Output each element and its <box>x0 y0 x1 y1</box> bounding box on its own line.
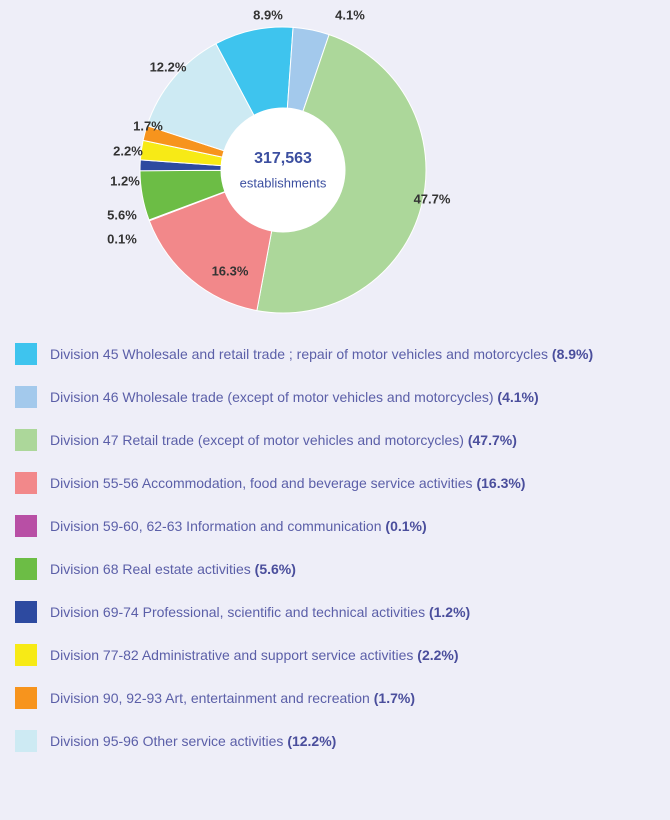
legend-value: (5.6%) <box>254 561 296 577</box>
legend-item: Division 68 Real estate activities (5.6%… <box>15 558 595 581</box>
legend-value: (47.7%) <box>467 432 517 448</box>
legend-value: (0.1%) <box>385 518 427 534</box>
slice-label: 16.3% <box>212 263 249 278</box>
legend-label: Division 77-82 Administrative and suppor… <box>50 647 414 663</box>
legend-text: Division 55-56 Accommodation, food and b… <box>50 472 595 495</box>
slice-label: 2.2% <box>113 143 143 158</box>
legend-item: Division 95-96 Other service activities … <box>15 730 595 753</box>
slice-label: 0.1% <box>107 231 137 246</box>
legend-item: Division 59-60, 62-63 Information and co… <box>15 515 595 538</box>
legend-swatch <box>15 386 37 408</box>
legend-label: Division 47 Retail trade (except of moto… <box>50 432 464 448</box>
legend: Division 45 Wholesale and retail trade ;… <box>15 343 595 753</box>
legend-label: Division 69-74 Professional, scientific … <box>50 604 426 620</box>
legend-item: Division 46 Wholesale trade (except of m… <box>15 386 595 409</box>
center-label: establishments <box>240 175 327 190</box>
donut-hole <box>221 108 345 232</box>
legend-label: Division 95-96 Other service activities <box>50 733 284 749</box>
legend-label: Division 59-60, 62-63 Information and co… <box>50 518 382 534</box>
legend-swatch <box>15 644 37 666</box>
slice-label: 47.7% <box>414 191 451 206</box>
legend-value: (12.2%) <box>287 733 337 749</box>
legend-swatch <box>15 472 37 494</box>
legend-text: Division 90, 92-93 Art, entertainment an… <box>50 687 595 710</box>
legend-item: Division 45 Wholesale and retail trade ;… <box>15 343 595 366</box>
legend-swatch <box>15 343 37 365</box>
chart: 317,563 establishments 8.9% 4.1% 47.7% 16.3… <box>107 7 451 314</box>
legend-swatch <box>15 515 37 537</box>
slice-label: 8.9% <box>253 7 283 22</box>
legend-swatch <box>15 558 37 580</box>
legend-item: Division 55-56 Accommodation, food and b… <box>15 472 595 495</box>
legend-label: Division 46 Wholesale trade (except of m… <box>50 389 494 405</box>
legend-text: Division 68 Real estate activities (5.6%… <box>50 558 595 581</box>
legend-item: Division 77-82 Administrative and suppor… <box>15 644 595 667</box>
legend-value: (16.3%) <box>476 475 526 491</box>
legend-value: (8.9%) <box>551 346 594 362</box>
legend-item: Division 90, 92-93 Art, entertainment an… <box>15 687 595 710</box>
legend-item: Division 69-74 Professional, scientific … <box>15 601 595 624</box>
legend-label: Division 90, 92-93 Art, entertainment an… <box>50 690 370 706</box>
legend-text: Division 77-82 Administrative and suppor… <box>50 644 595 667</box>
legend-label: Division 45 Wholesale and retail trade ;… <box>50 346 549 362</box>
slice-label: 1.2% <box>110 173 140 188</box>
legend-value: (1.7%) <box>373 690 415 706</box>
legend-value: (4.1%) <box>497 389 539 405</box>
legend-swatch <box>15 730 37 752</box>
legend-value: (2.2%) <box>417 647 459 663</box>
legend-text: Division 47 Retail trade (except of moto… <box>50 429 595 452</box>
legend-label: Division 55-56 Accommodation, food and b… <box>50 475 473 491</box>
legend-text: Division 45 Wholesale and retail trade ;… <box>50 343 595 366</box>
slice-label: 4.1% <box>335 7 365 22</box>
slice-label: 1.7% <box>133 118 163 133</box>
slice-label: 5.6% <box>107 207 137 222</box>
legend-text: Division 69-74 Professional, scientific … <box>50 601 595 624</box>
legend-label: Division 68 Real estate activities <box>50 561 251 577</box>
legend-swatch <box>15 601 37 623</box>
slice-label: 12.2% <box>150 59 187 74</box>
legend-value: (1.2%) <box>428 604 471 620</box>
legend-text: Division 59-60, 62-63 Information and co… <box>50 515 595 538</box>
legend-item: Division 47 Retail trade (except of moto… <box>15 429 595 452</box>
center-value: 317,563 <box>254 150 312 167</box>
legend-swatch <box>15 429 37 451</box>
legend-text: Division 95-96 Other service activities … <box>50 730 595 753</box>
legend-text: Division 46 Wholesale trade (except of m… <box>50 386 595 409</box>
legend-swatch <box>15 687 37 709</box>
